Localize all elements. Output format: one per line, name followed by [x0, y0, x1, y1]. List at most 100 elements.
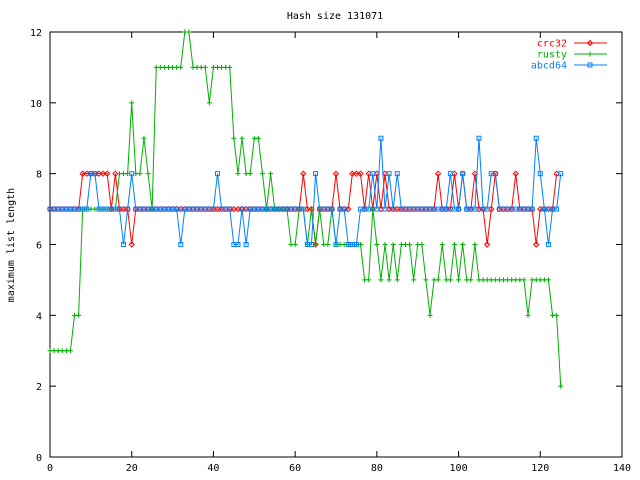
data-point [292, 242, 298, 247]
data-point [558, 383, 564, 389]
data-point [186, 29, 192, 35]
legend-marker [587, 51, 593, 57]
data-point [545, 277, 551, 283]
data-point [259, 171, 265, 177]
data-point [554, 312, 560, 318]
data-point [235, 171, 241, 177]
data-point [255, 135, 261, 141]
data-point [374, 206, 380, 212]
data-point [137, 171, 143, 177]
data-point [313, 171, 319, 177]
data-point [484, 206, 490, 212]
data-point [116, 206, 122, 212]
chart-title: Hash size 131071 [287, 11, 383, 22]
data-point [112, 170, 119, 177]
data-point [206, 100, 212, 106]
data-point [472, 242, 478, 247]
data-point [145, 171, 151, 177]
x-tick-label: 100 [450, 463, 468, 474]
data-point [353, 242, 359, 247]
data-point [370, 171, 376, 177]
data-point [308, 242, 314, 247]
data-point [349, 170, 356, 177]
y-tick-label: 2 [36, 382, 42, 393]
data-point [103, 170, 111, 177]
x-tick-label: 120 [531, 463, 549, 474]
data-point [468, 277, 474, 283]
data-point [121, 242, 127, 247]
data-point [84, 206, 90, 212]
data-point [558, 171, 564, 177]
data-point [366, 206, 372, 212]
data-point [411, 277, 417, 283]
data-point [99, 170, 107, 177]
x-tick-label: 140 [613, 463, 631, 474]
y-tick-label: 4 [36, 311, 42, 322]
data-point [227, 206, 233, 212]
data-point [386, 171, 392, 177]
legend-label-abcd64: abcd64 [531, 61, 567, 72]
data-point [447, 171, 453, 177]
data-point [434, 170, 442, 177]
data-point [541, 206, 547, 212]
x-tick-label: 60 [289, 463, 301, 474]
series-line-crc32 [50, 173, 558, 245]
data-point [366, 277, 372, 283]
data-point [268, 171, 274, 177]
y-tick-label: 8 [36, 170, 42, 181]
y-tick-label: 10 [30, 99, 42, 110]
data-point [333, 242, 339, 247]
series-abcd64 [47, 135, 564, 247]
data-point [476, 135, 482, 141]
data-point [382, 206, 388, 212]
y-axis-label: maximum list length [6, 188, 17, 302]
legend-marker [587, 62, 593, 68]
data-point [231, 135, 237, 141]
x-tick-label: 80 [371, 463, 383, 474]
data-point [427, 312, 433, 318]
data-point [247, 171, 253, 177]
data-point [125, 206, 131, 212]
data-point [353, 170, 360, 177]
data-point [300, 170, 307, 177]
data-point [390, 242, 396, 247]
legend-label-crc32: crc32 [537, 39, 567, 50]
axis-ticks: 0 20 40 60 80 100 120 140 0 2 4 6 8 10 12 [30, 28, 631, 474]
y-tick-label: 6 [36, 241, 42, 252]
data-point [174, 206, 180, 212]
data-point [129, 100, 135, 106]
data-point [394, 277, 400, 283]
data-point [451, 242, 457, 247]
data-point [386, 277, 392, 283]
data-point [202, 64, 208, 70]
data-point [76, 312, 82, 318]
data-point [329, 206, 335, 212]
series-line-abcd64 [50, 138, 562, 245]
y-tick-label: 12 [30, 28, 42, 39]
x-tick-label: 0 [47, 463, 53, 474]
data-point [141, 135, 147, 141]
data-point [443, 206, 449, 212]
data-point [532, 241, 540, 248]
data-point [235, 242, 241, 247]
data-point [545, 242, 551, 247]
data-point [423, 277, 429, 283]
data-point [382, 242, 388, 247]
data-point [210, 206, 216, 212]
data-point [537, 171, 543, 177]
data-point [341, 206, 347, 212]
y-tick-label: 0 [36, 453, 42, 464]
data-point [435, 277, 441, 283]
data-point [521, 277, 527, 283]
series-group [46, 29, 564, 389]
data-point [239, 135, 245, 141]
data-point [554, 206, 560, 212]
data-point [419, 242, 425, 247]
data-point [378, 135, 384, 141]
data-point [243, 242, 249, 247]
data-point [332, 170, 340, 177]
data-point [378, 277, 384, 283]
data-point [215, 171, 221, 177]
data-point [456, 206, 462, 212]
data-point [67, 348, 73, 354]
